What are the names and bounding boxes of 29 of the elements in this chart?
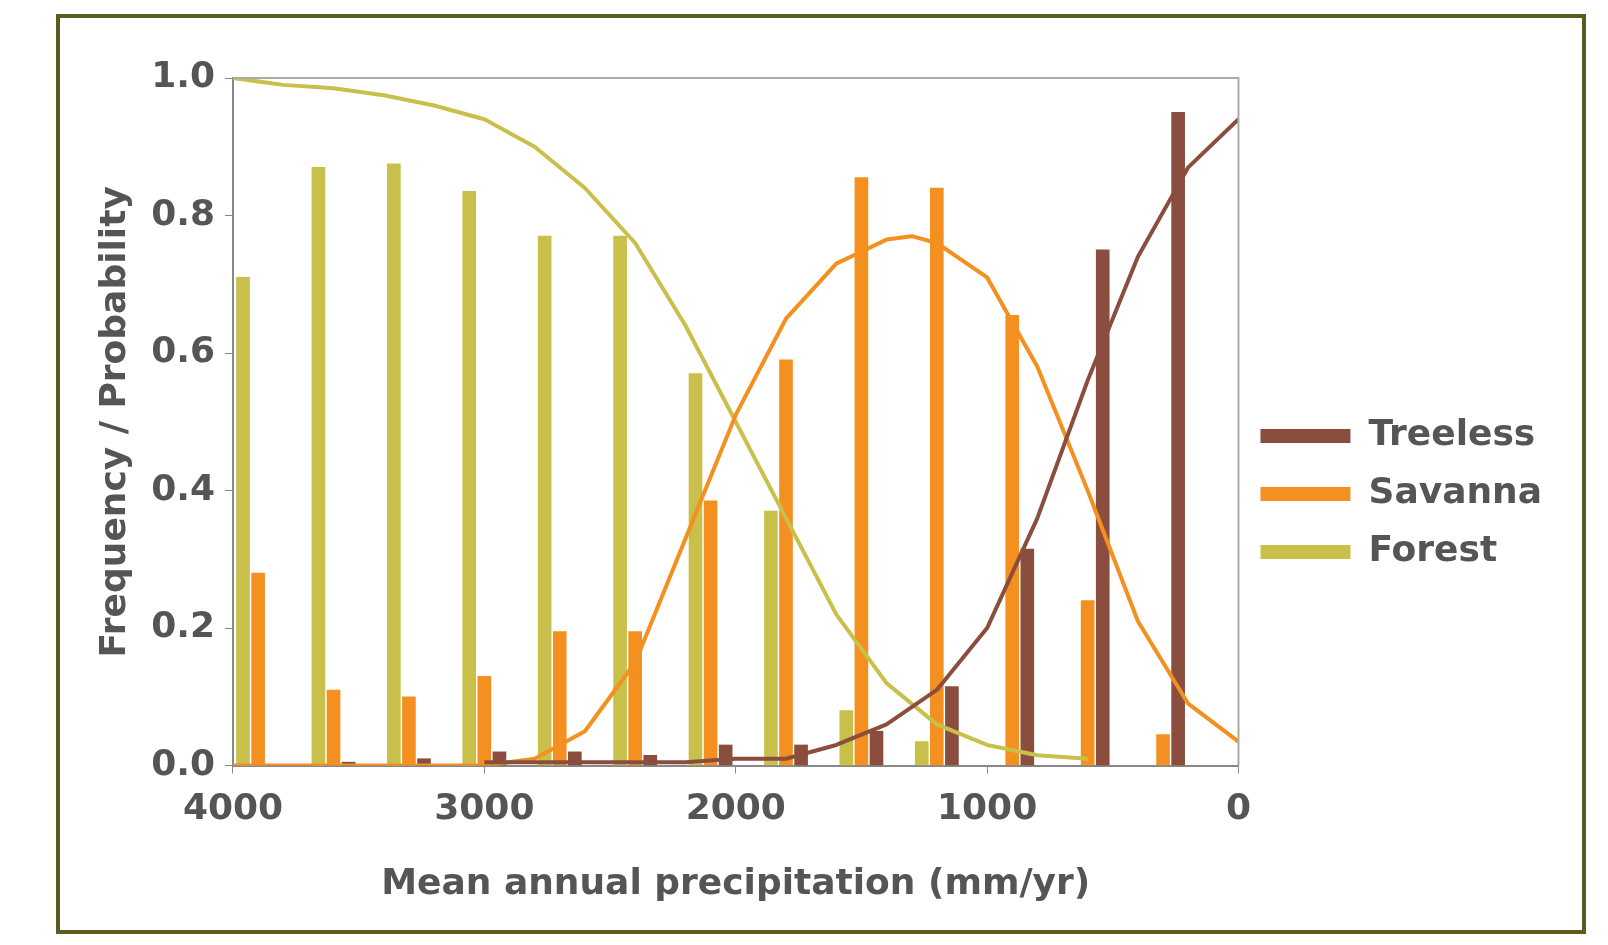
- x-tick-label: 0: [1225, 785, 1251, 827]
- y-tick-label: 0.8: [151, 191, 215, 233]
- bar: [945, 686, 959, 766]
- y-axis-title: Frequency / Probability: [91, 186, 133, 658]
- bar: [462, 191, 477, 766]
- bar: [764, 510, 778, 766]
- y-tick-label: 1.0: [151, 54, 215, 96]
- x-tick-label: 1000: [936, 785, 1038, 827]
- y-tick-label: 0.4: [151, 466, 215, 508]
- y-tick-label: 0.6: [151, 329, 215, 371]
- bar: [311, 167, 326, 766]
- x-axis-title: Mean annual precipitation (mm/yr): [381, 860, 1091, 902]
- bar: [387, 163, 401, 766]
- bar: [839, 710, 854, 766]
- legend-label: Treeless: [1368, 412, 1536, 454]
- y-tick-label: 0.2: [151, 604, 215, 646]
- legend-label: Forest: [1368, 528, 1498, 570]
- bar: [1156, 734, 1170, 766]
- x-tick-label: 3000: [434, 785, 535, 827]
- bar: [688, 373, 703, 766]
- bar: [537, 235, 552, 766]
- x-tick-label: 4000: [182, 785, 284, 827]
- y-tick-label: 0.0: [151, 741, 215, 783]
- bar: [236, 277, 250, 766]
- bar: [914, 741, 929, 766]
- bar: [1080, 600, 1095, 766]
- x-tick-label: 2000: [685, 785, 786, 827]
- legend-label: Savanna: [1368, 470, 1542, 512]
- bar: [779, 359, 793, 766]
